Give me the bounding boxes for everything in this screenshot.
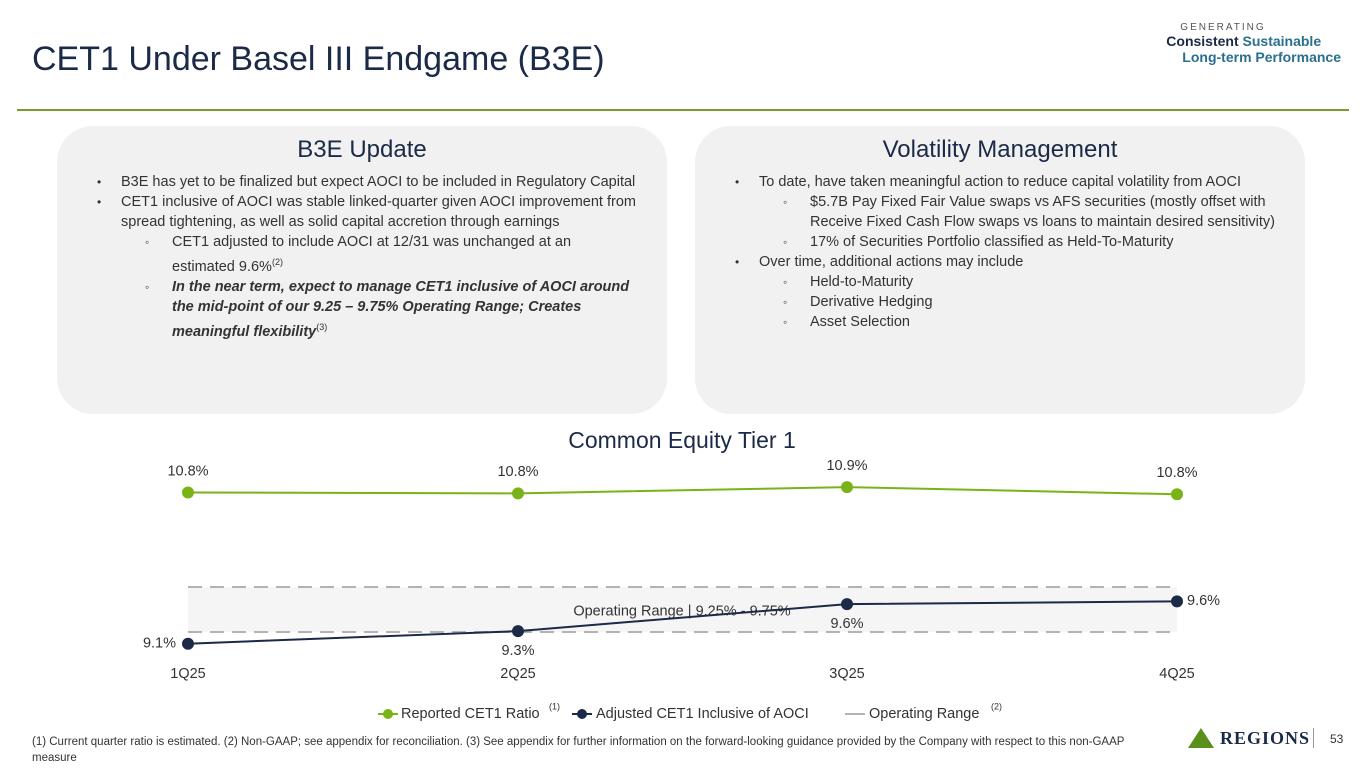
panel-title: B3E Update (297, 136, 427, 163)
value-label: 9.6% (1187, 593, 1220, 609)
legend-marker (577, 709, 587, 719)
bullet: B3E has yet to be finalized but expect A… (97, 172, 637, 192)
text: In the near term, expect to manage CET1 … (172, 278, 630, 340)
point (182, 486, 194, 499)
x-tick-label: 2Q25 (500, 666, 535, 682)
series-line (187, 486, 1178, 496)
brand-text: REGIONS (1220, 728, 1311, 748)
text: B3E has yet to be finalized but expect A… (121, 174, 636, 190)
legend-marker (383, 709, 393, 719)
title-rule (17, 109, 1349, 111)
text: Over time, additional actions may includ… (759, 254, 1024, 270)
legend-label: Adjusted CET1 Inclusive of AOCI (596, 706, 809, 722)
series-line (187, 600, 1178, 645)
text: (2) (271, 257, 283, 267)
bullet: Over time, additional actions may includ… (735, 252, 1275, 272)
point (182, 637, 194, 650)
logo-text: GENERATING (1180, 22, 1266, 33)
bullet: $5.7B Pay Fixed Fair Value swaps vs AFS … (735, 192, 1275, 232)
separator (1313, 728, 1314, 748)
panel: B3E Update B3E has yet to be finalized b… (57, 126, 667, 414)
point (512, 487, 524, 500)
brand: REGIONS (1188, 728, 1309, 749)
logo-text: Long-term Performance (1182, 49, 1341, 65)
legend-note: (2) (991, 701, 1002, 711)
value-label: 10.8% (497, 464, 538, 480)
bullet: Derivative Hedging (735, 292, 1275, 312)
bullet: CET1 adjusted to include AOCI at 12/31 w… (97, 232, 637, 277)
text: To date, have taken meaningful action to… (759, 174, 1241, 190)
point (1171, 488, 1183, 501)
text: CET1 adjusted to include AOCI at 12/31 w… (172, 234, 572, 275)
page-number: 53 (1330, 732, 1344, 746)
range-label: Operating Range | 9.25% - 9.75% (573, 603, 790, 619)
x-tick-label: 4Q25 (1159, 666, 1194, 682)
chart: Common Equity Tier 1 Operating Range | 9… (143, 427, 1220, 722)
x-tick-label: 1Q25 (170, 666, 205, 682)
legend-note: (1) (549, 701, 560, 711)
bullet: Asset Selection (735, 312, 1275, 332)
point (1171, 595, 1183, 608)
logo-text: Consistent (1166, 33, 1239, 49)
point (841, 481, 853, 494)
value-label: 10.9% (826, 458, 867, 474)
bullet: In the near term, expect to manage CET1 … (97, 277, 637, 342)
text: CET1 inclusive of AOCI was stable linked… (121, 194, 636, 230)
logo: GENERATING Consistent Sustainable Long-t… (1150, 22, 1341, 65)
text: (3) (316, 321, 328, 332)
legend-label: Operating Range (869, 706, 979, 722)
bullet: 17% of Securities Portfolio classified a… (735, 232, 1275, 252)
value-label: 9.3% (501, 643, 534, 659)
slide-title: CET1 Under Basel III Endgame (B3E) (32, 40, 605, 78)
bullet: Held-to-Maturity (735, 272, 1275, 292)
panel: Volatility Management To date, have take… (695, 126, 1305, 414)
chart-title: Common Equity Tier 1 (568, 427, 796, 453)
bullet: To date, have taken meaningful action to… (735, 172, 1275, 192)
text: Held-to-Maturity (810, 274, 914, 290)
panel-title: Volatility Management (882, 136, 1118, 163)
point (512, 625, 524, 638)
operating-range-band (188, 587, 1177, 632)
logo-text: Sustainable (1242, 33, 1322, 49)
text: Derivative Hedging (810, 294, 933, 310)
footnote: (1) Current quarter ratio is estimated. … (32, 736, 1125, 764)
text: Asset Selection (810, 314, 910, 330)
value-label: 10.8% (167, 463, 208, 479)
x-tick-label: 3Q25 (829, 666, 864, 682)
value-label: 9.1% (143, 636, 176, 652)
point (841, 598, 853, 611)
value-label: 9.6% (830, 616, 863, 632)
value-label: 10.8% (1156, 465, 1197, 481)
legend-label: Reported CET1 Ratio (401, 706, 540, 722)
text: 17% of Securities Portfolio classified a… (810, 234, 1174, 250)
text: $5.7B Pay Fixed Fair Value swaps vs AFS … (810, 194, 1275, 230)
bullet: CET1 inclusive of AOCI was stable linked… (97, 192, 637, 232)
